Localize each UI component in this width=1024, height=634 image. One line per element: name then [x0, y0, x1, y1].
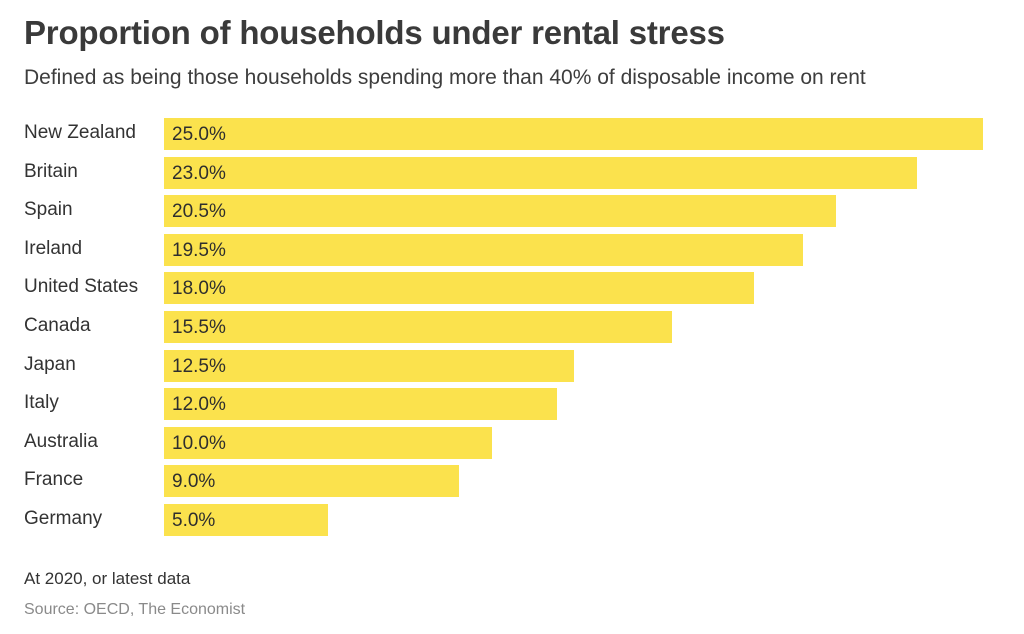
- bar: [164, 504, 328, 536]
- chart-source: Source: OECD, The Economist: [24, 601, 246, 618]
- chart-note: At 2020, or latest data: [24, 569, 191, 588]
- bar: [164, 311, 672, 343]
- category-label: New Zealand: [24, 122, 136, 143]
- data-label: 10.0%: [172, 432, 226, 454]
- category-label: Australia: [24, 430, 98, 452]
- chart-subtitle: Defined as being those households spendi…: [24, 66, 866, 89]
- category-label: Japan: [24, 353, 76, 375]
- data-label: 19.5%: [172, 239, 226, 261]
- category-label: United States: [24, 276, 139, 298]
- bar: [164, 156, 918, 189]
- data-label: 15.5%: [172, 317, 226, 338]
- data-label: 5.0%: [172, 510, 216, 531]
- category-label: Spain: [24, 199, 73, 221]
- bar: [164, 118, 983, 150]
- data-label: 23.0%: [172, 162, 226, 184]
- data-label: 9.0%: [172, 471, 216, 493]
- data-label: 12.5%: [172, 355, 226, 377]
- category-label: Ireland: [24, 237, 83, 259]
- category-label: Italy: [24, 392, 59, 414]
- data-label: 20.5%: [172, 201, 226, 223]
- chart-title: Proportion of households under rental st…: [24, 14, 725, 51]
- bar: [164, 349, 574, 382]
- data-label: 25.0%: [172, 124, 226, 145]
- category-label: Canada: [24, 315, 91, 336]
- bar: [164, 388, 558, 421]
- category-label: France: [24, 469, 84, 491]
- category-label: Britain: [24, 160, 78, 182]
- bar: [164, 233, 803, 266]
- bar: [164, 426, 492, 459]
- data-label: 18.0%: [172, 278, 226, 300]
- data-label: 12.0%: [172, 394, 226, 416]
- category-label: Germany: [24, 508, 103, 529]
- bar: [164, 195, 836, 228]
- bar: [164, 465, 459, 498]
- bar: [164, 272, 754, 305]
